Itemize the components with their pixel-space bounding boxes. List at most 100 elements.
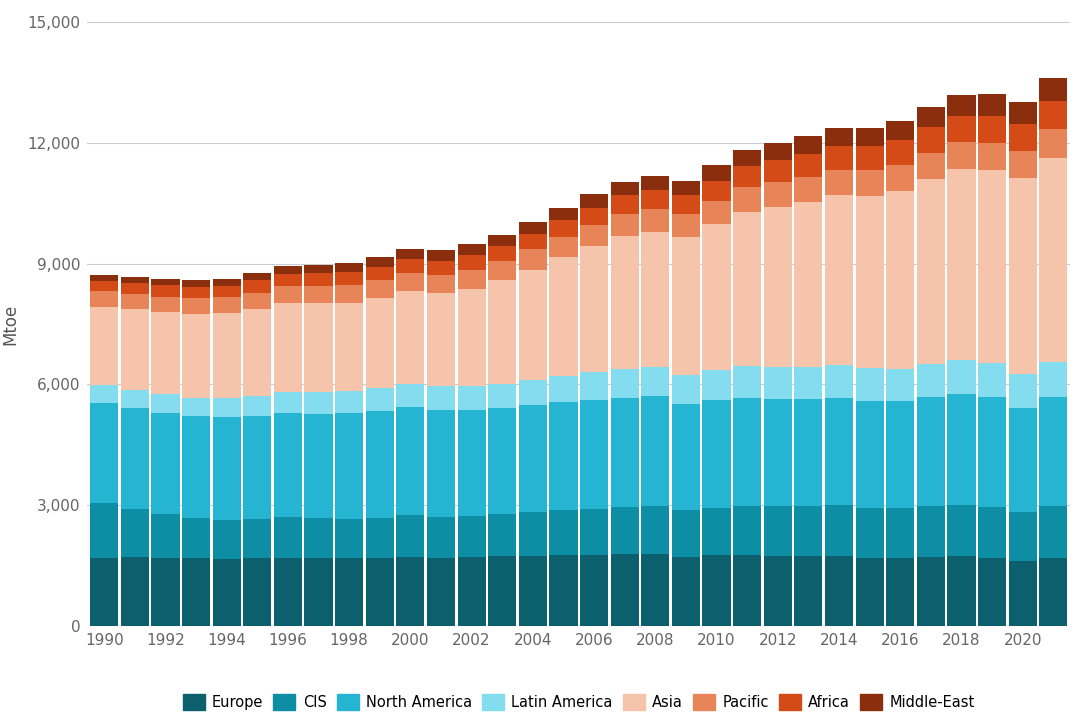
- Bar: [824, 398, 853, 505]
- Y-axis label: Mtoe: Mtoe: [1, 304, 19, 344]
- Bar: [702, 165, 731, 181]
- Bar: [519, 269, 547, 379]
- Bar: [121, 293, 149, 309]
- Bar: [488, 384, 517, 408]
- Bar: [855, 558, 883, 626]
- Bar: [121, 309, 149, 390]
- Bar: [427, 250, 455, 261]
- Bar: [121, 283, 149, 293]
- Bar: [519, 379, 547, 405]
- Bar: [91, 291, 118, 306]
- Bar: [366, 266, 394, 280]
- Bar: [244, 396, 272, 416]
- Bar: [274, 413, 302, 518]
- Bar: [610, 369, 639, 397]
- Bar: [855, 507, 883, 558]
- Bar: [948, 116, 975, 142]
- Bar: [917, 127, 945, 153]
- Bar: [886, 140, 914, 165]
- Bar: [763, 556, 792, 626]
- Bar: [702, 181, 731, 201]
- Bar: [458, 270, 486, 288]
- Bar: [917, 397, 945, 506]
- Bar: [978, 94, 1006, 116]
- Bar: [824, 128, 853, 146]
- Bar: [733, 555, 761, 626]
- Bar: [917, 153, 945, 179]
- Bar: [948, 556, 975, 626]
- Bar: [672, 375, 700, 404]
- Bar: [305, 264, 333, 273]
- Bar: [641, 190, 669, 209]
- Bar: [855, 146, 883, 170]
- Bar: [1040, 100, 1067, 129]
- Bar: [182, 518, 210, 558]
- Bar: [855, 196, 883, 368]
- Bar: [794, 202, 822, 367]
- Bar: [948, 170, 975, 360]
- Bar: [458, 288, 486, 386]
- Bar: [152, 514, 179, 558]
- Bar: [274, 518, 302, 558]
- Bar: [488, 261, 517, 280]
- Bar: [274, 287, 302, 304]
- Bar: [886, 558, 914, 626]
- Bar: [733, 506, 761, 555]
- Bar: [396, 249, 425, 259]
- Bar: [886, 121, 914, 140]
- Bar: [948, 142, 975, 170]
- Bar: [91, 306, 118, 385]
- Bar: [978, 558, 1006, 626]
- Bar: [886, 401, 914, 508]
- Bar: [244, 416, 272, 519]
- Bar: [244, 280, 272, 293]
- Legend: Europe, CIS, North America, Latin America, Asia, Pacific, Africa, Middle-East: Europe, CIS, North America, Latin Americ…: [182, 694, 975, 710]
- Bar: [824, 170, 853, 195]
- Bar: [396, 557, 425, 626]
- Bar: [641, 367, 669, 397]
- Bar: [458, 386, 486, 410]
- Bar: [549, 510, 578, 555]
- Bar: [948, 395, 975, 505]
- Bar: [519, 250, 547, 269]
- Bar: [152, 413, 179, 514]
- Bar: [152, 312, 179, 395]
- Bar: [91, 385, 118, 403]
- Bar: [458, 255, 486, 270]
- Bar: [672, 404, 700, 510]
- Bar: [488, 408, 517, 514]
- Bar: [152, 395, 179, 413]
- Bar: [733, 167, 761, 187]
- Bar: [702, 507, 731, 555]
- Bar: [641, 506, 669, 554]
- Bar: [335, 272, 364, 285]
- Bar: [366, 258, 394, 266]
- Bar: [152, 279, 179, 285]
- Bar: [978, 397, 1006, 507]
- Bar: [427, 410, 455, 516]
- Bar: [488, 556, 517, 626]
- Bar: [213, 398, 240, 417]
- Bar: [641, 397, 669, 506]
- Bar: [610, 554, 639, 626]
- Bar: [763, 207, 792, 368]
- Bar: [458, 557, 486, 626]
- Bar: [244, 293, 272, 309]
- Bar: [702, 370, 731, 400]
- Bar: [641, 176, 669, 190]
- Bar: [213, 520, 240, 559]
- Bar: [121, 509, 149, 557]
- Bar: [91, 558, 118, 626]
- Bar: [305, 285, 333, 303]
- Bar: [121, 557, 149, 626]
- Bar: [580, 194, 608, 207]
- Bar: [274, 266, 302, 274]
- Bar: [396, 515, 425, 557]
- Bar: [335, 558, 364, 626]
- Bar: [794, 506, 822, 556]
- Bar: [366, 558, 394, 626]
- Bar: [305, 518, 333, 558]
- Bar: [610, 236, 639, 369]
- Bar: [763, 143, 792, 160]
- Bar: [733, 187, 761, 212]
